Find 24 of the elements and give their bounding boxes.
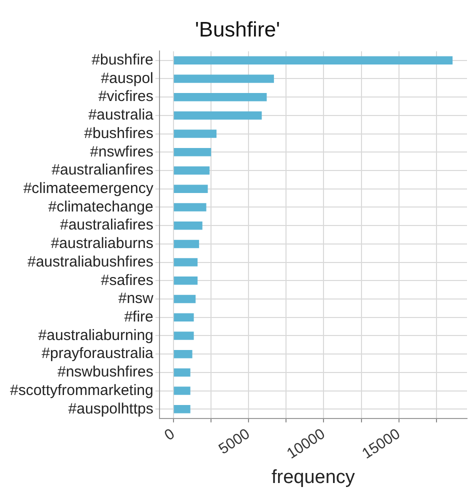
y-tick-label: #nsw (118, 290, 154, 308)
y-tick-label: #nswfires (90, 143, 154, 160)
y-tick-label: #auspolhttps (68, 400, 154, 418)
x-tick-label: 0 (162, 425, 178, 444)
chart-title: 'Bushfire' (194, 18, 280, 42)
y-tick-label: #auspol (100, 70, 154, 87)
y-tick-label: #australiaburns (50, 235, 154, 252)
y-tick-label: #climateemergency (23, 180, 154, 198)
y-tick-label: #scottyfrommarketing (10, 382, 154, 399)
y-tick-label: #climatechange (48, 198, 154, 216)
y-tick-label: #australiafires (60, 216, 154, 234)
y-tick-label: #bushfire (92, 52, 154, 69)
y-tick-label: #vicfires (98, 88, 154, 106)
y-tick-label: #prayforaustralia (42, 345, 154, 362)
y-tick-label: #australiabushfires (27, 253, 154, 270)
y-tick-label: #fire (124, 308, 154, 326)
y-tick-label: #australia (88, 106, 154, 124)
y-tick-label: #australiaburning (38, 326, 154, 344)
y-tick-label: #safires (100, 272, 154, 289)
x-axis-title: frequency (271, 466, 356, 488)
y-tick-label: #nswbushfires (57, 364, 154, 381)
y-tick-label: #bushfires (84, 124, 154, 142)
y-tick-label: #australianfires (52, 162, 154, 179)
x-tick-label: 5000 (216, 425, 253, 458)
